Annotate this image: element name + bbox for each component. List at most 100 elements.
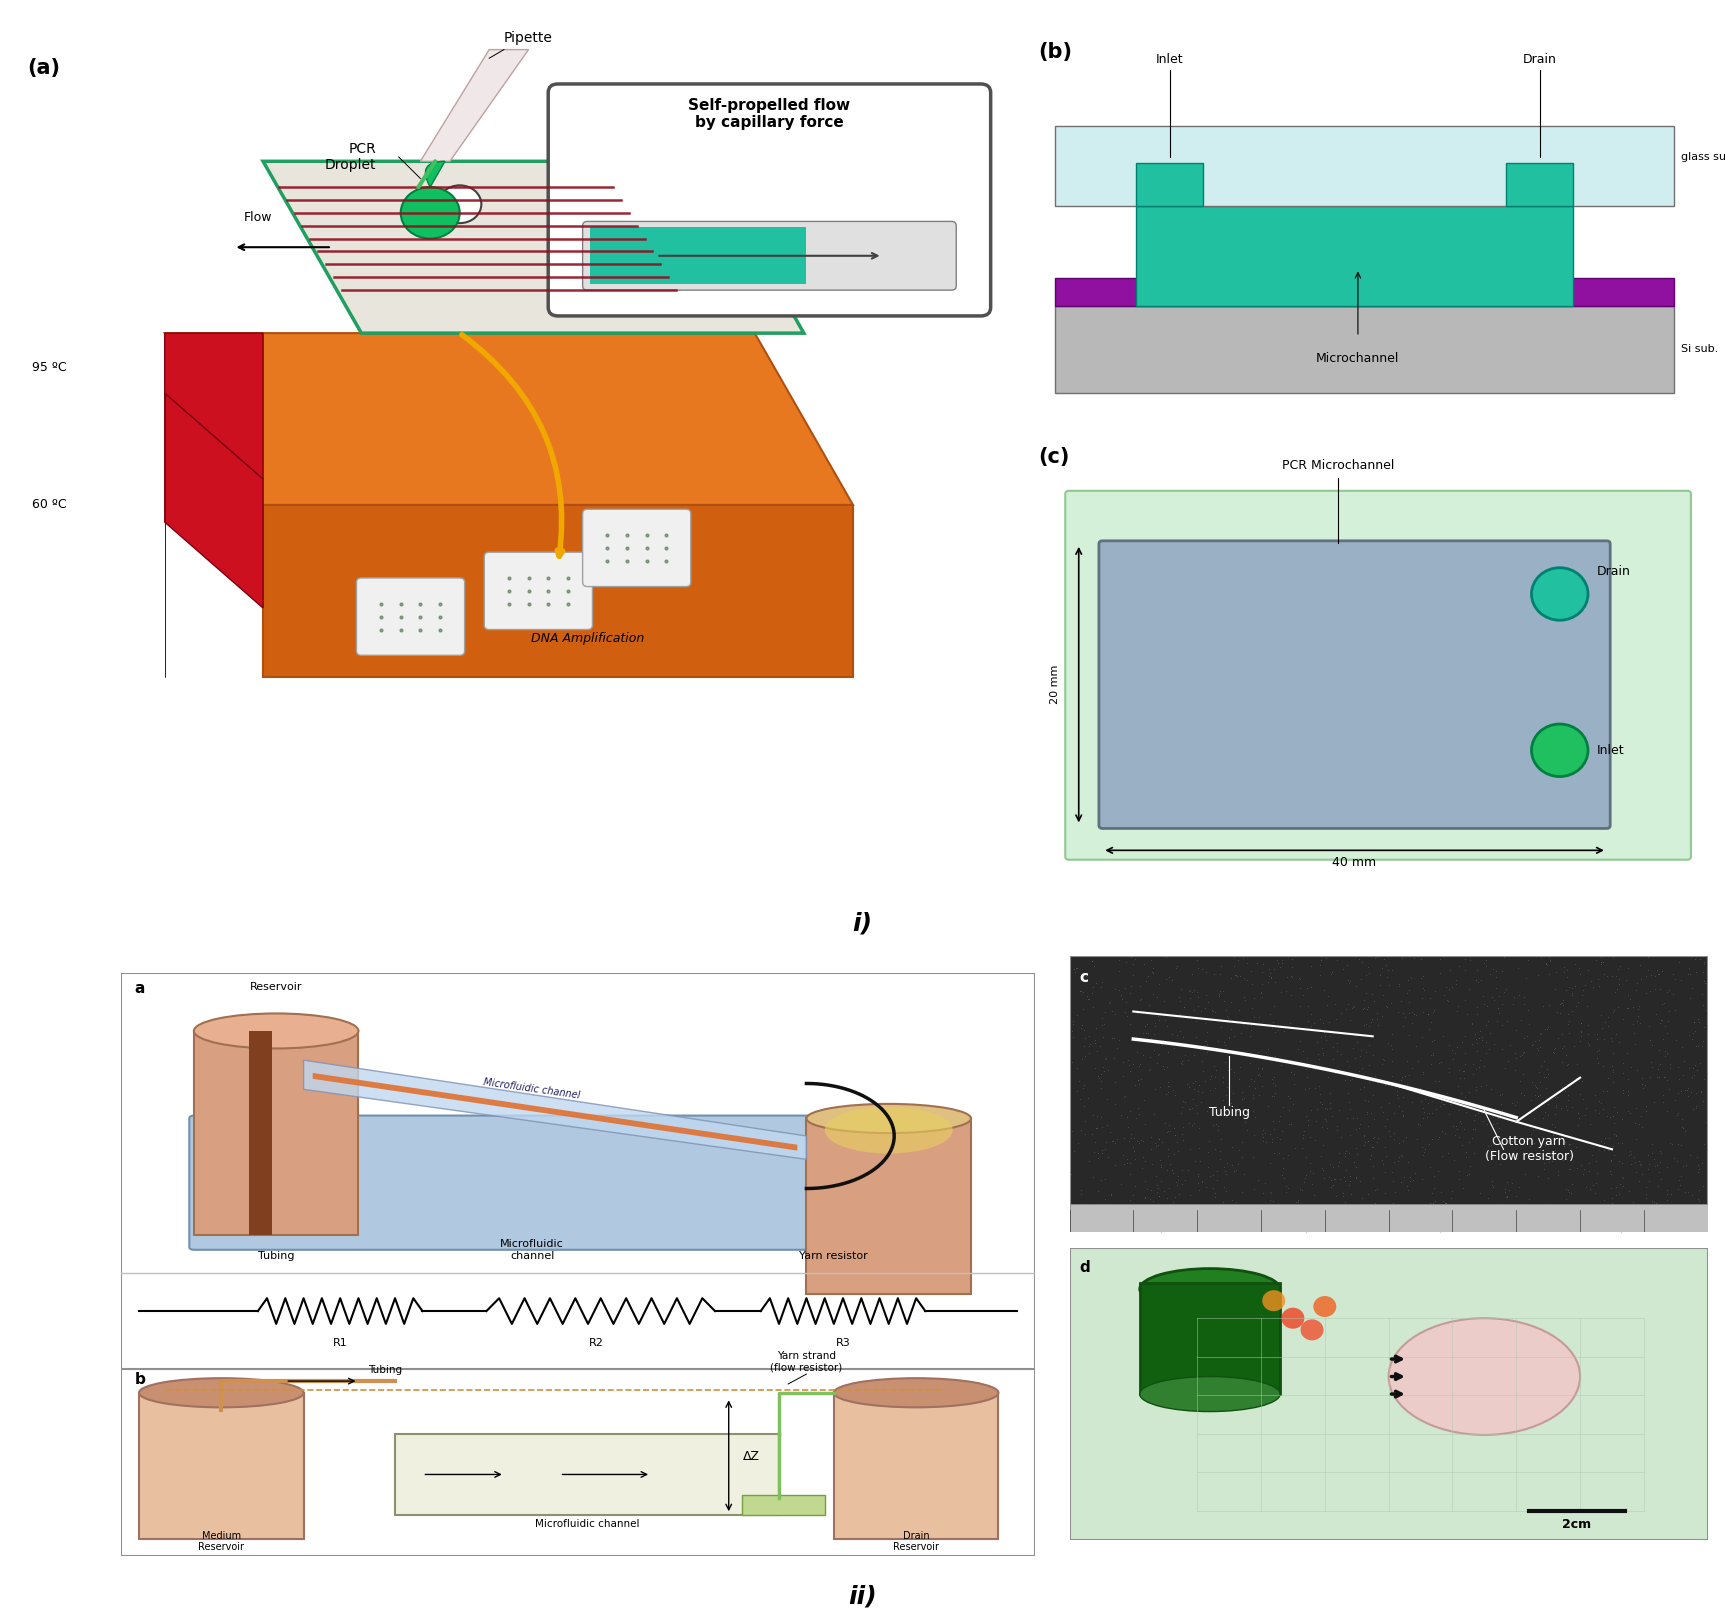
Point bbox=[1604, 971, 1632, 997]
Point bbox=[1554, 1083, 1582, 1109]
Point bbox=[1573, 992, 1601, 1018]
Point bbox=[1316, 1080, 1344, 1106]
Point bbox=[1404, 1049, 1432, 1075]
Point bbox=[1515, 997, 1542, 1023]
Point bbox=[1463, 1076, 1490, 1102]
Point bbox=[1185, 1071, 1213, 1097]
Point bbox=[1527, 1054, 1554, 1080]
Point bbox=[1368, 955, 1396, 981]
Point bbox=[1249, 1117, 1276, 1143]
Point bbox=[1109, 986, 1137, 1012]
Point bbox=[1361, 1063, 1389, 1089]
Point bbox=[1535, 992, 1563, 1018]
Point bbox=[1342, 973, 1370, 999]
Point bbox=[1180, 977, 1208, 1003]
Point bbox=[1668, 1164, 1696, 1190]
Point bbox=[1182, 1068, 1209, 1094]
Point bbox=[1209, 1070, 1237, 1096]
Point bbox=[1087, 1167, 1114, 1193]
Point bbox=[1330, 1140, 1358, 1165]
Point bbox=[1099, 999, 1126, 1024]
Point bbox=[1154, 1070, 1182, 1096]
Point bbox=[1283, 1187, 1311, 1213]
Point bbox=[1525, 1059, 1552, 1084]
Point bbox=[1609, 1007, 1637, 1033]
Point bbox=[1684, 1144, 1711, 1170]
Point bbox=[1270, 1146, 1297, 1172]
Point bbox=[1244, 1039, 1271, 1065]
Point bbox=[1180, 1042, 1208, 1068]
Point bbox=[1097, 1182, 1125, 1208]
Point bbox=[1170, 1088, 1197, 1114]
Point bbox=[1527, 1034, 1554, 1060]
Ellipse shape bbox=[833, 1378, 999, 1407]
Point bbox=[1249, 958, 1276, 984]
Point bbox=[1194, 989, 1221, 1015]
Point bbox=[1461, 1021, 1489, 1047]
Point bbox=[1477, 1021, 1504, 1047]
Point bbox=[1082, 1130, 1109, 1156]
Point bbox=[1126, 1203, 1154, 1229]
Point bbox=[1325, 1149, 1352, 1175]
Point bbox=[1646, 1159, 1673, 1185]
Point bbox=[1411, 1136, 1439, 1162]
Point bbox=[1308, 1154, 1335, 1180]
Point bbox=[1337, 1169, 1364, 1195]
Point bbox=[1308, 1024, 1335, 1050]
Point bbox=[1285, 966, 1313, 992]
Point bbox=[1625, 1151, 1653, 1177]
Point bbox=[1266, 1102, 1294, 1128]
Point bbox=[1580, 1083, 1608, 1109]
Point bbox=[1301, 1127, 1328, 1153]
Point bbox=[1416, 1154, 1444, 1180]
Point bbox=[1494, 1183, 1521, 1209]
Point bbox=[1568, 1020, 1596, 1046]
Point bbox=[1596, 1157, 1623, 1183]
Point bbox=[1309, 1157, 1337, 1183]
Point bbox=[1182, 1008, 1209, 1034]
Point bbox=[1613, 1198, 1640, 1224]
Point bbox=[1199, 1200, 1226, 1225]
Point bbox=[1456, 947, 1484, 973]
Point bbox=[1254, 1046, 1282, 1071]
Polygon shape bbox=[164, 394, 262, 608]
Point bbox=[1634, 1200, 1661, 1225]
Point bbox=[1201, 1054, 1228, 1080]
Point bbox=[1220, 1159, 1247, 1185]
Point bbox=[1301, 1075, 1328, 1101]
Text: Pipette: Pipette bbox=[504, 31, 554, 45]
Point bbox=[1480, 1110, 1508, 1136]
Point bbox=[1654, 999, 1682, 1024]
Point bbox=[1314, 984, 1342, 1010]
Point bbox=[1446, 1123, 1473, 1149]
Point bbox=[1599, 963, 1627, 989]
Point bbox=[1475, 1008, 1502, 1034]
Point bbox=[1085, 1063, 1113, 1089]
Point bbox=[1373, 1106, 1401, 1131]
Point bbox=[1327, 1203, 1354, 1229]
Point bbox=[1663, 1206, 1690, 1232]
Point bbox=[1327, 1167, 1354, 1193]
Point bbox=[1237, 1012, 1264, 1037]
Point bbox=[1673, 1193, 1701, 1219]
Point bbox=[1690, 1131, 1718, 1157]
Point bbox=[1258, 1125, 1285, 1151]
Point bbox=[1313, 1109, 1340, 1135]
Point bbox=[1549, 1049, 1577, 1075]
Point bbox=[1451, 1041, 1478, 1067]
Point bbox=[1328, 1180, 1356, 1206]
Point bbox=[1071, 1018, 1099, 1044]
Point bbox=[1659, 961, 1687, 987]
Point bbox=[1675, 1055, 1703, 1081]
Point bbox=[1590, 1026, 1618, 1052]
Point bbox=[1406, 1112, 1433, 1138]
Point bbox=[1264, 1140, 1292, 1165]
Point bbox=[1349, 995, 1377, 1021]
Point bbox=[1059, 1024, 1087, 1050]
Point bbox=[1297, 1170, 1325, 1196]
Point bbox=[1477, 1133, 1504, 1159]
Point bbox=[1566, 1018, 1594, 1044]
Point bbox=[1603, 1174, 1630, 1200]
Point bbox=[1132, 1204, 1159, 1230]
Point bbox=[1120, 1216, 1147, 1242]
